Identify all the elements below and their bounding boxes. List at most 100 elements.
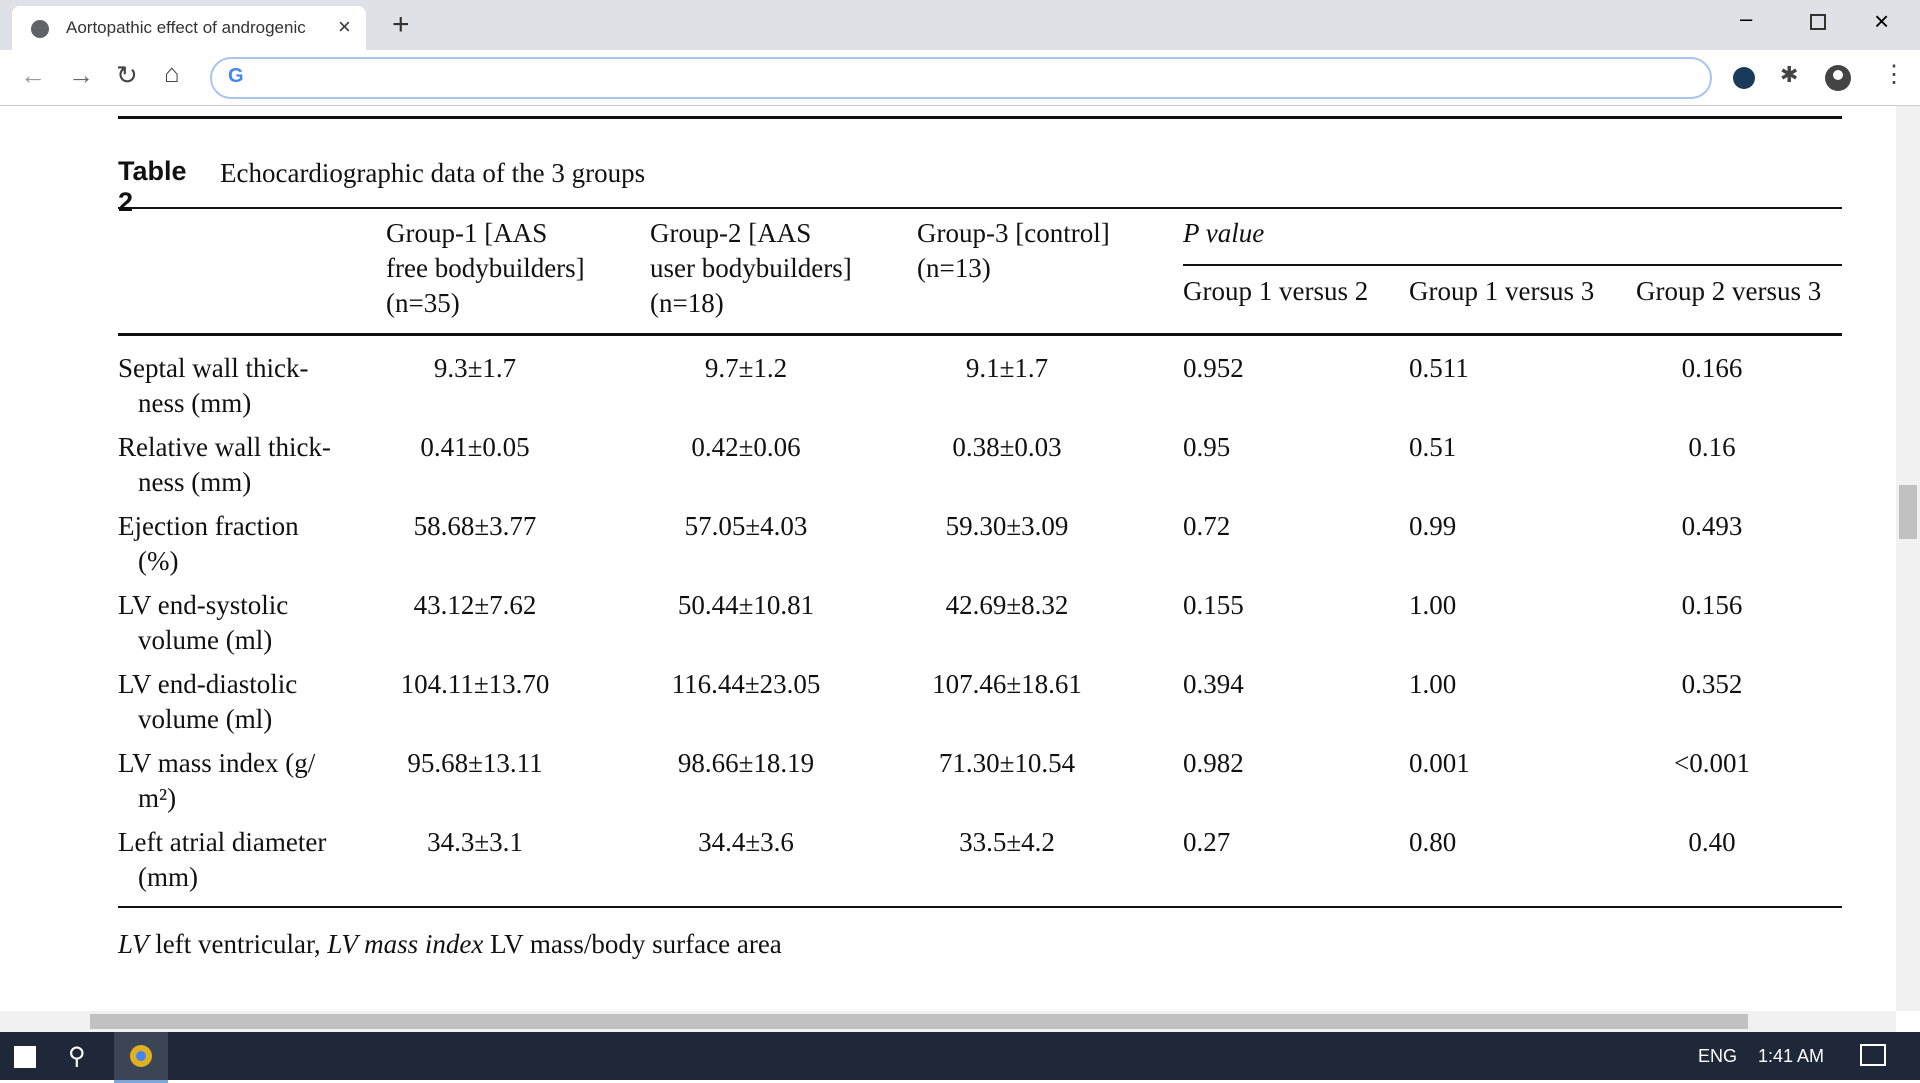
v-scrollbar[interactable]	[1896, 106, 1920, 1011]
language[interactable]: ENG	[1698, 1046, 1738, 1066]
cell: 0.982	[1183, 748, 1244, 778]
new-tab[interactable]: +	[392, 8, 410, 41]
row-label: volume (ml)	[138, 704, 273, 734]
cell: 34.3±3.1	[427, 827, 523, 857]
search[interactable]: ⚲	[68, 1043, 86, 1070]
group-header: user bodybuilders]	[650, 253, 852, 283]
cell: 50.44±10.81	[677, 590, 815, 620]
cell: 0.001	[1409, 748, 1470, 778]
chrome-task[interactable]	[114, 1032, 168, 1083]
cell: 0.156	[1681, 590, 1743, 620]
back[interactable]: ←	[20, 60, 46, 90]
cell: 0.16	[1688, 432, 1736, 462]
start[interactable]	[14, 1046, 36, 1068]
tab-title: Aortopathic effect of androgenic	[66, 18, 306, 37]
row-label: (%)	[138, 546, 179, 576]
p-subheader: Group 1 versus 2	[1183, 276, 1369, 306]
cell: 9.7±1.2	[704, 353, 788, 383]
restore[interactable]	[1810, 14, 1826, 30]
footnote-part: left ventricular,	[148, 929, 328, 959]
cell: 0.166	[1681, 353, 1743, 383]
footnote-part: LV mass/body surface area	[483, 929, 782, 959]
cell: <0.001	[1674, 748, 1750, 778]
cell: 98.66±18.19	[677, 748, 815, 778]
cell: 0.99	[1409, 511, 1457, 541]
cell: 57.05±4.03	[684, 511, 808, 541]
table-label: Table 2	[118, 156, 187, 217]
cell: 0.80	[1409, 827, 1457, 857]
cell: 9.1±1.7	[965, 353, 1049, 383]
group-header: free bodybuilders]	[386, 253, 585, 283]
extensions[interactable]: ✱	[1780, 62, 1799, 87]
footnote-part: LV mass index	[327, 929, 484, 959]
row-label: m²)	[138, 783, 177, 813]
table-title: Echocardiographic data of the 3 groups	[220, 158, 646, 188]
p-header: P value	[1183, 218, 1265, 248]
cell: 0.40	[1688, 827, 1736, 857]
close[interactable]: ×	[1874, 6, 1890, 36]
toolbar: ← → ↻ ⌂ G ✱ ⋮	[0, 50, 1920, 106]
cell: 107.46±18.61	[932, 669, 1082, 699]
cell: 0.394	[1183, 669, 1244, 699]
profile[interactable]	[1824, 64, 1852, 92]
group-header: (n=35)	[386, 288, 460, 318]
menu[interactable]: ⋮	[1882, 61, 1906, 88]
cell: 59.30±3.09	[945, 511, 1069, 541]
group-header: Group-1 [AAS	[386, 218, 548, 248]
row-label: Septal wall thick-	[118, 353, 309, 383]
rule	[1183, 264, 1842, 266]
top-rule	[118, 116, 1842, 119]
home[interactable]: ⌂	[164, 58, 180, 88]
group-header: (n=13)	[917, 253, 991, 283]
row-label: ness (mm)	[138, 388, 252, 418]
footnote: LV left ventricular, LV mass index LV ma…	[118, 927, 782, 962]
p-subheader: Group 2 versus 3	[1636, 276, 1822, 306]
extension-icon[interactable]	[1732, 66, 1756, 90]
minimize[interactable]: –	[1740, 6, 1753, 31]
address-bar[interactable]: G	[210, 57, 1712, 99]
row-label: Left atrial diameter	[118, 827, 327, 857]
cell: 0.51	[1409, 432, 1457, 462]
cell: 34.4±3.6	[698, 827, 794, 857]
cell: 0.155	[1183, 590, 1244, 620]
group-header: Group-3 [control]	[917, 218, 1110, 248]
h-scrollbar[interactable]	[0, 1011, 1896, 1032]
forward[interactable]: →	[68, 60, 94, 90]
cell: 33.5±4.2	[959, 827, 1055, 857]
taskbar: ⚲ ENG 1:41 AM	[0, 1032, 1920, 1083]
cell: 0.952	[1183, 353, 1244, 383]
cell: 0.72	[1183, 511, 1231, 541]
rule	[118, 333, 1842, 336]
cell: 58.68±3.77	[413, 511, 537, 541]
reload[interactable]: ↻	[116, 60, 138, 90]
group-header: Group-2 [AAS	[650, 218, 812, 248]
cell: 43.12±7.62	[413, 590, 537, 620]
row-label: volume (ml)	[138, 625, 273, 655]
tab-close[interactable]: ×	[338, 14, 351, 39]
cell: 116.44±23.05	[671, 669, 821, 699]
cell: 104.11±13.70	[400, 669, 550, 699]
row-label: Relative wall thick-	[118, 432, 331, 462]
tab-bar: Aortopathic effect of androgenic × + – ×	[0, 0, 1920, 50]
row-label: LV end-systolic	[118, 590, 289, 620]
notifications[interactable]	[1860, 1044, 1886, 1066]
row-label: LV end-diastolic	[118, 669, 298, 699]
footnote-part: LV	[118, 929, 149, 959]
cell: 0.27	[1183, 827, 1231, 857]
cell: 0.41±0.05	[420, 432, 530, 462]
tab[interactable]: Aortopathic effect of androgenic ×	[12, 6, 366, 50]
cell: 0.511	[1409, 353, 1469, 383]
cell: 71.30±10.54	[938, 748, 1076, 778]
cell: 0.95	[1183, 432, 1231, 462]
cell: 95.68±13.11	[407, 748, 543, 778]
cell: 0.42±0.06	[691, 432, 801, 462]
cell: 0.352	[1681, 669, 1743, 699]
row-label: Ejection fraction	[118, 511, 299, 541]
rule	[118, 207, 1842, 209]
cell: 42.69±8.32	[945, 590, 1069, 620]
bottom-rule	[118, 906, 1842, 908]
row-label: ness (mm)	[138, 467, 252, 497]
clock[interactable]: 1:41 AM	[1758, 1046, 1825, 1066]
cell: 9.3±1.7	[433, 353, 517, 383]
